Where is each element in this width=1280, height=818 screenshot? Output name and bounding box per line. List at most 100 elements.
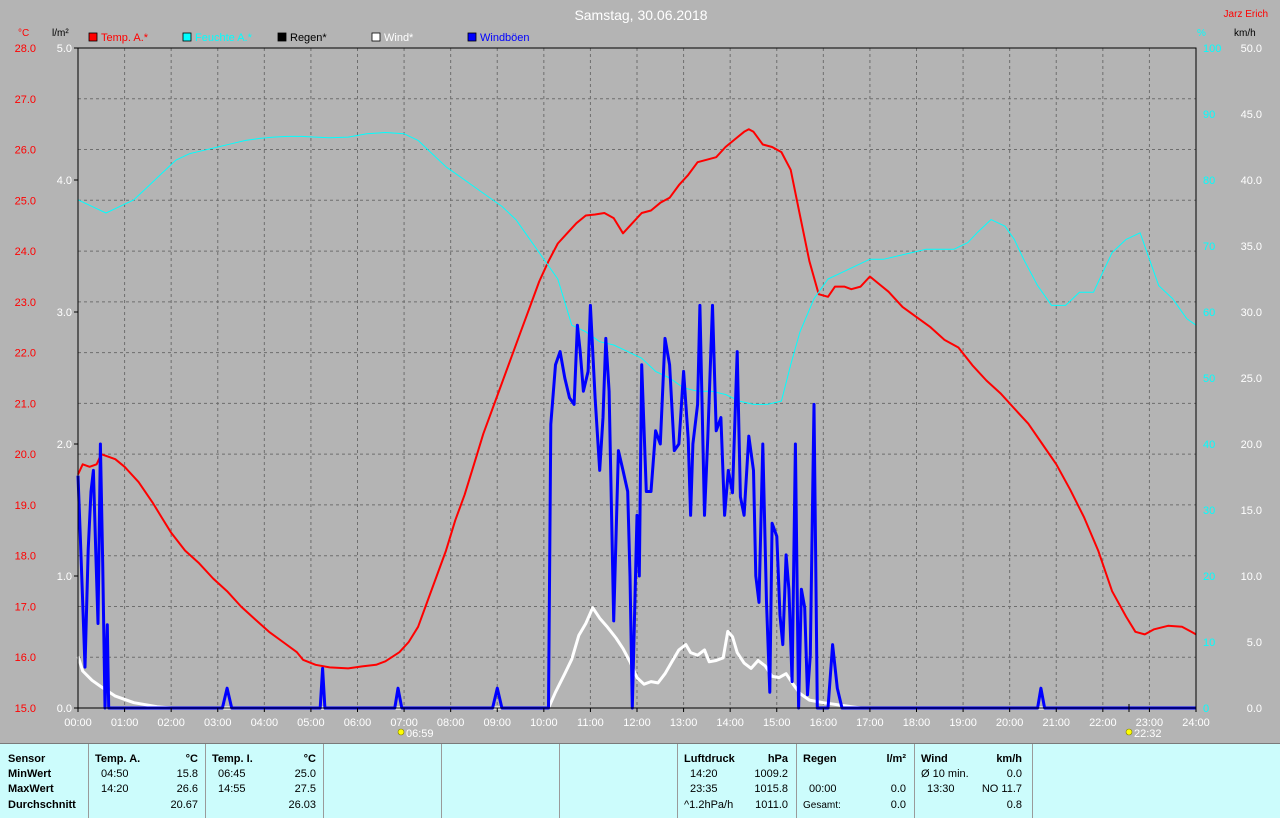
x-tick-label: 20:00 xyxy=(996,717,1024,729)
luftdruck-min-time: 14:20 xyxy=(690,768,718,780)
humidity-tick-label: 10 xyxy=(1203,637,1215,649)
x-tick-label: 12:00 xyxy=(623,717,651,729)
humidity-tick-label: 60 xyxy=(1203,307,1215,319)
humidity-tick-label: 100 xyxy=(1203,43,1221,55)
temp-tick-label: 28.0 xyxy=(15,43,36,55)
chart-title: Samstag, 30.06.2018 xyxy=(574,7,707,23)
x-tick-label: 05:00 xyxy=(297,717,325,729)
temp-a-unit: °C xyxy=(185,753,198,765)
axis-ticks: 00:00 01:00 02:00 03:00 04:00 05:00 06:00 07:00… xyxy=(15,43,1262,729)
legend-swatch xyxy=(467,32,477,42)
temp-tick-label: 16.0 xyxy=(15,652,36,664)
x-tick-label: 11:00 xyxy=(577,717,604,729)
x-tick-label: 03:00 xyxy=(204,717,232,729)
humidity-tick-label: 0 xyxy=(1203,703,1209,715)
luftdruck-header: Luftdruck xyxy=(684,753,735,765)
luftdruck-max-val: 1015.8 xyxy=(754,783,788,795)
legend-swatch xyxy=(182,32,192,42)
rain-tick-label: 2.0 xyxy=(57,439,72,451)
x-tick-label: 18:00 xyxy=(903,717,931,729)
rain-tick-label: 4.0 xyxy=(57,175,72,187)
divider xyxy=(559,744,560,818)
divider xyxy=(88,744,89,818)
unit-wind: km/h xyxy=(1234,28,1256,39)
divider xyxy=(1032,744,1033,818)
temp-tick-label: 23.0 xyxy=(15,297,36,309)
regen-total-label: Gesamt: xyxy=(803,800,841,811)
wind-unit: km/h xyxy=(996,753,1022,765)
x-tick-label: 17:00 xyxy=(856,717,884,729)
legend-label: Wind* xyxy=(384,32,414,44)
regen-total: 0.0 xyxy=(890,799,906,811)
temp-tick-label: 27.0 xyxy=(15,94,36,106)
x-tick-label: 22:00 xyxy=(1089,717,1117,729)
temp-a-header: Temp. A. xyxy=(95,753,141,765)
x-tick-label: 02:00 xyxy=(157,717,185,729)
series-group xyxy=(76,128,1197,710)
legend-label: Temp. A.* xyxy=(101,32,149,44)
x-tick-label: 01:00 xyxy=(111,717,139,729)
unit-percent: % xyxy=(1197,28,1206,39)
legend-swatch xyxy=(277,32,287,42)
luftdruck-min-val: 1009.2 xyxy=(754,768,788,780)
humidity-tick-label: 90 xyxy=(1203,109,1215,121)
legend-label: Feuchte A.* xyxy=(195,32,253,44)
author-label: Jarz Erich xyxy=(1224,9,1268,20)
x-tick-label: 09:00 xyxy=(483,717,511,729)
rain-tick-label: 1.0 xyxy=(57,571,72,583)
regen-max-time: 00:00 xyxy=(809,783,837,795)
wind-max-val: NO 11.7 xyxy=(981,783,1022,795)
temp-a-min-val: 15.8 xyxy=(176,768,198,780)
temp-i-max-time: 14:55 xyxy=(218,783,246,795)
x-tick-label: 04:00 xyxy=(251,717,279,729)
grid-lines xyxy=(78,48,1196,708)
weather-chart: 00:00 01:00 02:00 03:00 04:00 05:00 06:00 07:00… xyxy=(15,7,1268,740)
temp-tick-label: 17.0 xyxy=(15,601,36,613)
row-avg: Durchschnitt xyxy=(8,799,76,811)
series-line-wind xyxy=(76,606,1196,710)
temp-a-avg: 20.67 xyxy=(170,799,198,811)
wind-tick-label: 25.0 xyxy=(1241,373,1262,385)
temp-tick-label: 24.0 xyxy=(15,246,36,258)
legend-swatch xyxy=(88,32,98,42)
row-min: MinWert xyxy=(8,768,52,780)
divider xyxy=(441,744,442,818)
humidity-tick-label: 50 xyxy=(1203,373,1215,385)
wind-tick-label: 50.0 xyxy=(1241,43,1262,55)
divider xyxy=(914,744,915,818)
x-tick-label: 13:00 xyxy=(670,717,698,729)
wind-tick-label: 35.0 xyxy=(1241,241,1262,253)
luftdruck-avg: 1011.0 xyxy=(755,799,788,811)
rain-tick-label: 3.0 xyxy=(57,307,72,319)
unit-rain: l/m² xyxy=(52,28,69,39)
x-tick-label: 21:00 xyxy=(1042,717,1070,729)
divider xyxy=(323,744,324,818)
temp-tick-label: 18.0 xyxy=(15,551,36,563)
summary-panel: Sensor MinWert MaxWert Durchschnitt Temp… xyxy=(0,743,1280,818)
divider xyxy=(796,744,797,818)
unit-temp: °C xyxy=(18,28,29,39)
luftdruck-unit: hPa xyxy=(767,753,788,765)
humidity-tick-label: 30 xyxy=(1203,505,1215,517)
x-tick-label: 08:00 xyxy=(437,717,465,729)
x-tick-label: 06:00 xyxy=(344,717,372,729)
legend-label: Windböen xyxy=(480,32,530,44)
x-tick-label: 07:00 xyxy=(390,717,418,729)
temp-tick-label: 22.0 xyxy=(15,348,36,360)
humidity-tick-label: 20 xyxy=(1203,571,1215,583)
wind-tick-label: 15.0 xyxy=(1241,505,1262,517)
temp-tick-label: 19.0 xyxy=(15,500,36,512)
x-tick-label: 14:00 xyxy=(716,717,744,729)
temp-tick-label: 26.0 xyxy=(15,145,36,157)
wind-tick-label: 5.0 xyxy=(1247,637,1262,649)
temp-tick-label: 21.0 xyxy=(15,398,36,410)
legend-swatch xyxy=(371,32,381,42)
wind-tick-label: 0.0 xyxy=(1247,703,1262,715)
rain-tick-label: 5.0 xyxy=(57,43,72,55)
series-line-temp-a xyxy=(77,128,1197,670)
sunrise-marker: 06:59 xyxy=(397,728,434,740)
temp-i-header: Temp. I. xyxy=(212,753,253,765)
temp-a-max-time: 14:20 xyxy=(101,783,129,795)
legend-label: Regen* xyxy=(290,32,327,44)
temp-i-avg: 26.03 xyxy=(288,799,316,811)
